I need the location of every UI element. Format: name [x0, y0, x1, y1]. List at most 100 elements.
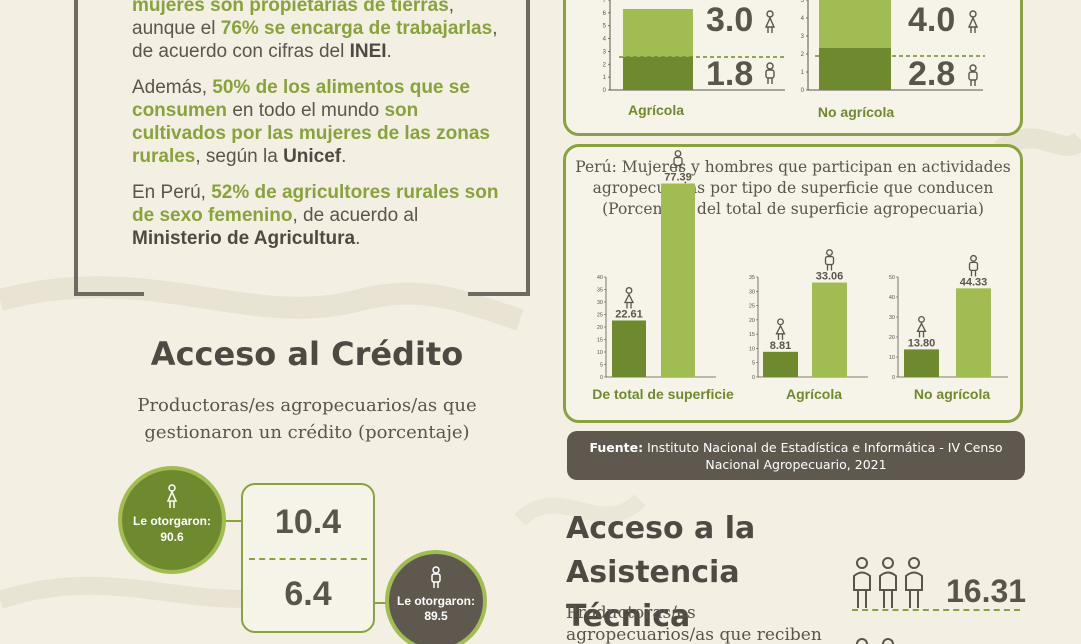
y-tick-label: 10 — [597, 350, 603, 356]
participation-chart-panel: Perú: Mujeres y hombres que participan e… — [563, 144, 1023, 423]
bar-women-2 — [904, 349, 939, 377]
woman-icon — [916, 315, 927, 338]
category-label: Agrícola — [786, 386, 842, 402]
bar-men-0 — [661, 183, 695, 377]
credit-subtitle: Productoras/es agropecuarios/as que gest… — [137, 395, 477, 443]
bar-value-label: 33.06 — [816, 271, 844, 283]
tick-label: 4 — [801, 16, 805, 22]
y-tick-label: 0 — [892, 375, 895, 381]
no-agricola-women-value: 4.0 — [908, 1, 956, 39]
bar-women-1 — [763, 351, 798, 377]
man-icon — [824, 249, 835, 271]
tick-label: 2 — [801, 52, 805, 58]
no-agricola-label: No agrícola — [817, 104, 895, 120]
right-y-ticks: 5 4 3 2 1 0 — [801, 0, 808, 94]
bar-value-label: 77.39 — [664, 172, 692, 184]
bar-value-label: 22.61 — [615, 308, 643, 320]
category-label: De total de superficie — [592, 386, 734, 402]
bar-men-1 — [812, 282, 847, 377]
tick-label: 5 — [801, 0, 805, 4]
land-ownership-panel: 7 6 5 4 3 2 1 0 5 4 3 2 1 0 3.0 1.8 4.0 2.8 Agrícola… — [563, 0, 1023, 136]
agricola-men-value: 1.8 — [706, 55, 754, 93]
y-tick-label: 5 — [752, 361, 755, 367]
tick-label: 3 — [801, 34, 805, 40]
y-tick-label: 15 — [597, 338, 603, 344]
y-tick-label: 20 — [597, 325, 603, 331]
y-tick-label: 30 — [597, 300, 603, 306]
credit-value-women: 10.4 — [274, 503, 342, 541]
bar-value-label: 8.81 — [770, 340, 791, 352]
participation-bar-chart: 0 5 10 15 20 25 30 35 40 22.61 77.39 De total de su… — [592, 150, 1008, 402]
man-icon — [765, 62, 775, 84]
credit-men-circle: Le otorgaron: 89.5 — [385, 550, 487, 644]
intro-frame — [74, 0, 530, 296]
woman-icon — [967, 10, 979, 33]
intro-paragraph-3: En Perú, 52% de agricultores rurales son… — [132, 182, 499, 249]
tick-label: 3 — [603, 49, 607, 55]
y-tick-label: 25 — [749, 304, 755, 310]
credit-women-value: 90.6 — [160, 530, 184, 544]
y-tick-label: 0 — [752, 375, 755, 381]
credit-men-label: Le otorgaron: — [397, 594, 475, 608]
y-tick-label: 30 — [749, 289, 755, 295]
intro-paragraph-1: mujeres son propietarias de tierras, aun… — [132, 0, 498, 62]
bar-no-agricola-men — [819, 48, 891, 90]
tick-label: 0 — [801, 88, 805, 94]
y-tick-label: 10 — [749, 346, 755, 352]
technical-assistance-value: 16.31 — [946, 573, 1027, 609]
y-tick-label: 40 — [597, 275, 603, 281]
y-tick-label: 25 — [597, 313, 603, 319]
tick-label: 0 — [603, 88, 607, 94]
category-label: No agrícola — [914, 386, 990, 402]
credit-women-label: Le otorgaron: — [133, 514, 211, 528]
agricola-women-value: 3.0 — [706, 1, 754, 39]
no-agricola-men-value: 2.8 — [908, 55, 956, 93]
man-icon — [968, 64, 978, 86]
y-tick-label: 40 — [889, 295, 895, 301]
y-tick-label: 30 — [889, 315, 895, 321]
y-tick-label: 20 — [889, 335, 895, 341]
people-icon-group — [853, 557, 923, 608]
intro-text: mujeres son propietarias de tierras, aun… — [132, 0, 502, 263]
woman-icon — [764, 10, 776, 33]
tick-label: 2 — [603, 62, 607, 68]
y-tick-label: 10 — [889, 355, 895, 361]
credit-men-value: 89.5 — [424, 609, 448, 623]
y-tick-label: 15 — [749, 332, 755, 338]
bar-value-label: 13.80 — [908, 337, 936, 349]
dashed-divider — [852, 609, 1020, 611]
credit-values-box: 10.4 6.4 — [241, 483, 375, 633]
y-tick-label: 5 — [600, 363, 603, 369]
bar-no-agricola-women — [819, 0, 891, 48]
connector-line — [374, 602, 388, 604]
technical-assistance-title: Acceso a la Asistencia Técnica — [566, 511, 756, 634]
woman-icon — [166, 484, 178, 508]
tick-label: 5 — [603, 24, 607, 30]
tick-label: 1 — [801, 70, 805, 76]
connector-line — [224, 520, 242, 522]
credit-value-men: 6.4 — [284, 575, 332, 613]
bar-men-2 — [956, 288, 991, 377]
credit-title: Acceso al Crédito — [150, 335, 464, 373]
y-tick-label: 35 — [749, 275, 755, 281]
agricola-label: Agrícola — [627, 102, 684, 118]
source-note: Fuente: Instituto Nacional de Estadístic… — [567, 431, 1025, 480]
y-tick-label: 35 — [597, 288, 603, 294]
technical-assistance-subtitle: Productoras/es agropecuarios/as que reci… — [566, 603, 822, 644]
bar-women-0 — [612, 320, 646, 377]
man-icon — [431, 566, 441, 588]
bar-agricola-men — [623, 57, 693, 90]
tick-label: 6 — [603, 11, 607, 17]
bar-value-label: 44.33 — [960, 276, 988, 288]
credit-women-circle: Le otorgaron: 90.6 — [118, 466, 226, 574]
man-icon — [968, 254, 979, 277]
tick-label: 1 — [603, 75, 607, 81]
people-icon-group-partial — [856, 638, 894, 644]
tick-label: 4 — [603, 37, 607, 43]
woman-icon — [775, 318, 786, 340]
man-icon — [673, 150, 683, 172]
land-ownership-chart: 7 6 5 4 3 2 1 0 5 4 3 2 1 0 — [603, 0, 985, 94]
intro-paragraph-2: Además, 50% de los alimentos que se cons… — [132, 77, 490, 167]
y-tick-label: 50 — [889, 275, 895, 281]
tick-label: 7 — [603, 0, 607, 4]
